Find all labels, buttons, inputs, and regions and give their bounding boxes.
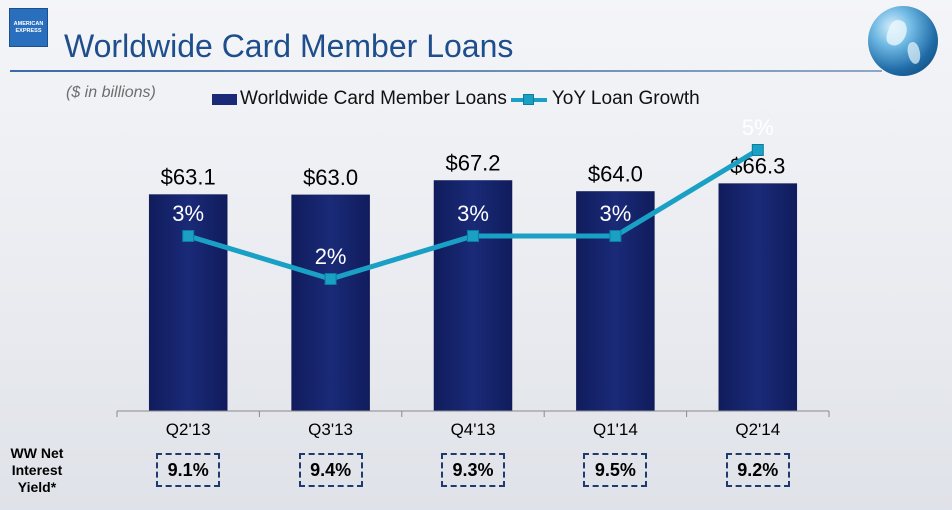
logo-text-line2: EXPRESS	[15, 27, 42, 34]
growth-label-4: 5%	[742, 115, 774, 140]
bar-value-label-1: $63.0	[303, 165, 358, 190]
page-title: Worldwide Card Member Loans	[64, 28, 514, 64]
legend-bar-swatch	[212, 93, 237, 105]
growth-label-3: 3%	[600, 201, 632, 226]
legend-bar-label: Worldwide Card Member Loans	[240, 88, 507, 109]
net-interest-yield-value-4: 9.2%	[725, 453, 790, 487]
net-interest-yield-value-2: 9.3%	[441, 453, 505, 487]
chart-legend: Worldwide Card Member Loans YoY Loan Gro…	[212, 88, 700, 110]
bar-3	[576, 191, 655, 412]
growth-label-0: 3%	[172, 201, 204, 226]
bar-0	[148, 194, 228, 412]
amex-logo: AMERICAN EXPRESS	[9, 8, 48, 47]
category-label-2: Q4'13	[451, 420, 496, 439]
growth-marker-2	[467, 230, 479, 242]
legend-line-label: YoY Loan Growth	[551, 88, 700, 109]
units-subtitle: ($ in billions)	[66, 84, 156, 101]
growth-marker-1	[324, 273, 337, 285]
bar-value-label-3: $64.0	[588, 161, 643, 186]
bar-4	[718, 183, 798, 412]
category-label-4: Q2'14	[735, 420, 780, 439]
category-label-0: Q2'13	[166, 420, 211, 439]
growth-label-1: 2%	[315, 244, 347, 269]
bar-value-label-0: $63.1	[161, 165, 216, 190]
category-label-3: Q1'14	[593, 420, 638, 439]
title-divider	[10, 70, 882, 72]
growth-marker-3	[609, 230, 622, 242]
bar-value-label-2: $67.2	[445, 151, 500, 176]
net-interest-yield-value-3: 9.5%	[583, 453, 648, 487]
net-interest-yield-value-1: 9.4%	[298, 453, 363, 487]
globe-icon	[868, 6, 938, 76]
bar-1	[291, 194, 370, 412]
net-interest-yield-value-0: 9.1%	[156, 453, 221, 487]
legend-line-swatch	[510, 93, 547, 106]
logo-text-line1: AMERICAN	[13, 20, 44, 27]
growth-label-2: 3%	[457, 201, 489, 226]
growth-marker-0	[182, 230, 195, 242]
net-interest-yield-label: WW Net Interest Yield*	[10, 445, 64, 495]
growth-marker-4	[751, 144, 764, 156]
bar-value-label-4: $66.3	[730, 154, 785, 179]
category-label-1: Q3'13	[308, 420, 353, 439]
